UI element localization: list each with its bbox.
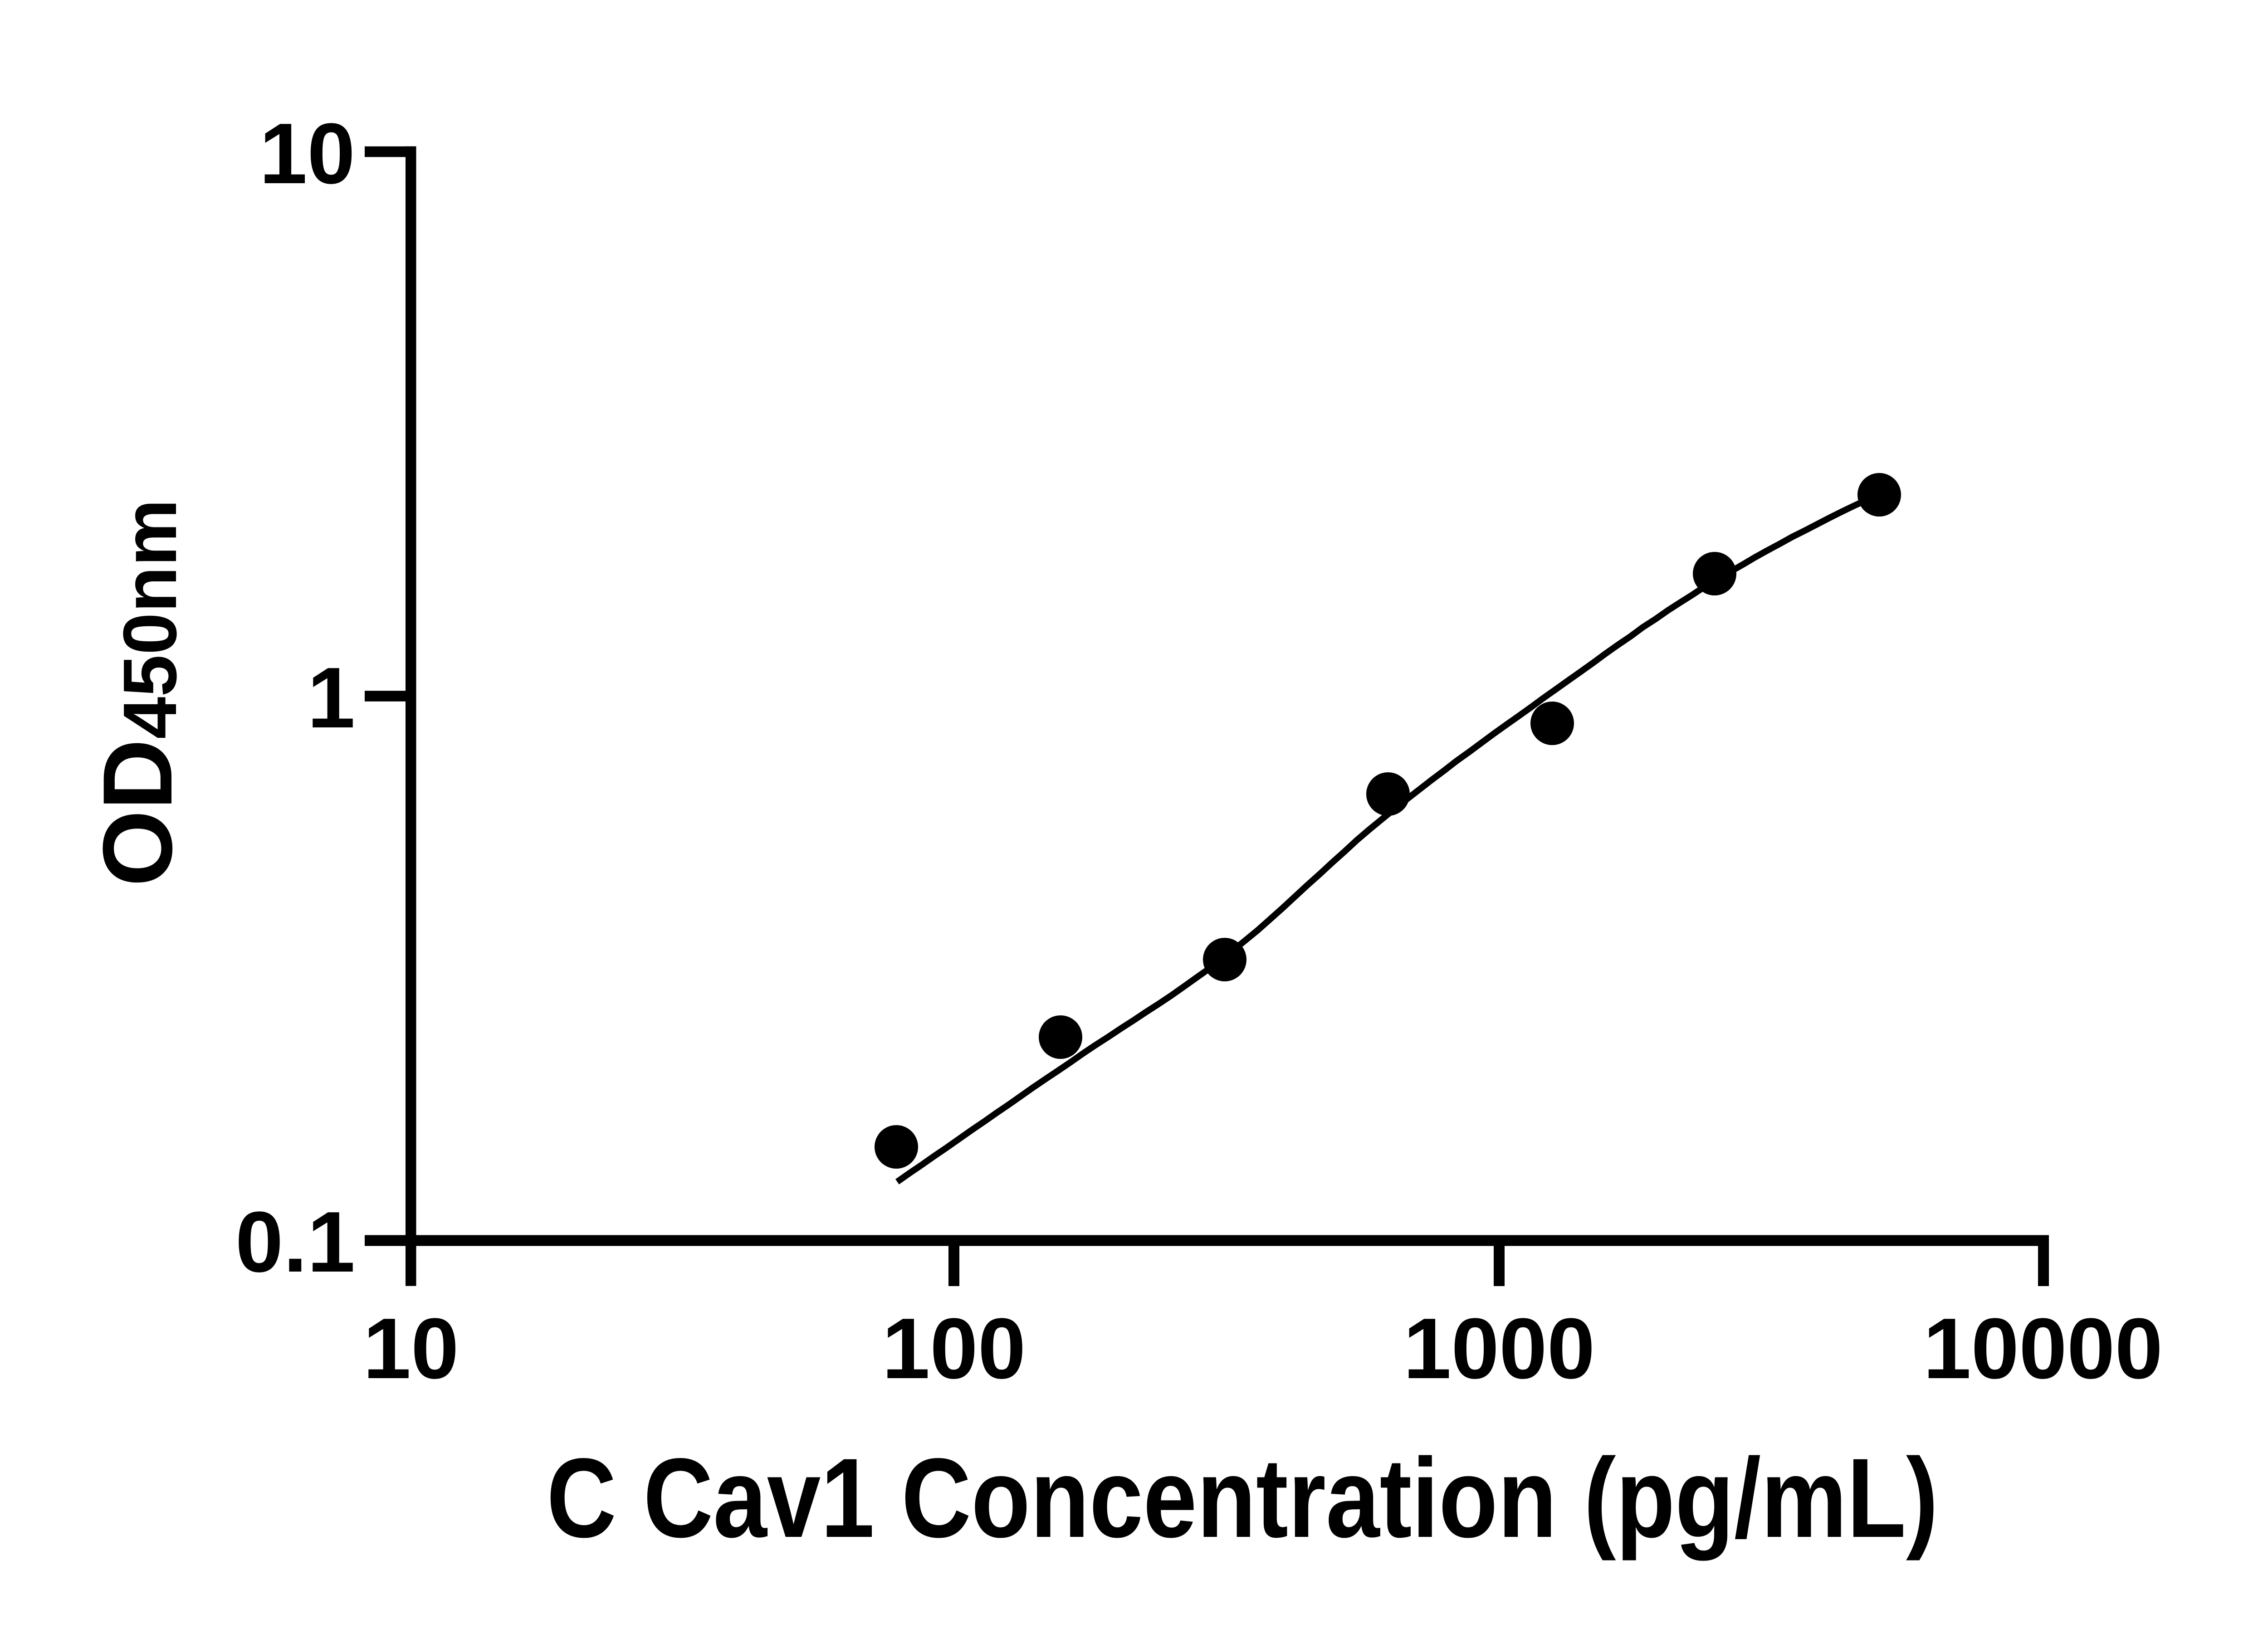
svg-text:0.1: 0.1: [235, 1194, 355, 1290]
svg-text:1000: 1000: [1403, 1301, 1595, 1397]
svg-text:C Cav1 Concentration (pg/mL): C Cav1 Concentration (pg/mL): [547, 1435, 1938, 1561]
svg-text:1: 1: [307, 650, 355, 746]
svg-text:10: 10: [259, 106, 355, 202]
svg-text:100: 100: [882, 1301, 1026, 1397]
svg-text:10000: 10000: [1923, 1301, 2163, 1397]
svg-text:OD450nm: OD450nm: [83, 499, 192, 887]
svg-text:10: 10: [363, 1301, 459, 1397]
